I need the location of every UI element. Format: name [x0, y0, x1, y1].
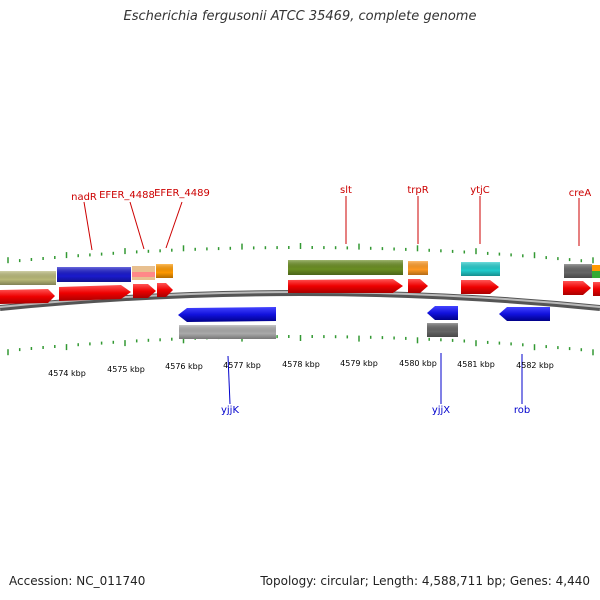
- cds-arrow: [133, 284, 156, 298]
- gene-label-trpr: trpR: [407, 185, 428, 196]
- forward-cds-features: [0, 279, 600, 304]
- cds-arrow: [427, 306, 458, 320]
- gene-label-slt: slt: [340, 185, 352, 196]
- gene-label-efer-4489: EFER_4489: [154, 188, 210, 199]
- gene-label-yjjx: yjjX: [432, 405, 450, 416]
- cds-arrow: [499, 307, 550, 321]
- map-title: Escherichia fergusonii ATCC 35469, compl…: [123, 9, 477, 24]
- gene-label-yjjk: yjjK: [221, 405, 239, 416]
- reverse-cds-features: [178, 306, 550, 322]
- genome-summary-text: Topology: circular; Length: 4,588,711 bp…: [260, 574, 590, 588]
- forward-cog-features: [0, 260, 600, 285]
- gene-label-nadr: nadR: [71, 192, 97, 203]
- gene-label-efer-4488: EFER_4488: [99, 190, 155, 201]
- ruler-label: 4577 kbp: [223, 361, 261, 370]
- cds-arrow: [408, 279, 428, 293]
- cds-arrow: [563, 281, 591, 295]
- outer-ruler-ticks: [7, 243, 594, 264]
- ruler-label: 4581 kbp: [457, 360, 495, 369]
- accession-text: Accession: NC_011740: [9, 574, 146, 588]
- ruler-label: 4576 kbp: [165, 362, 203, 371]
- gene-label-crea: creA: [569, 188, 592, 199]
- cds-arrow: [178, 307, 276, 322]
- cds-arrow: [59, 285, 131, 301]
- cds-arrow: [157, 283, 173, 297]
- gene-label-ytjc: ytjC: [470, 185, 490, 196]
- cog-feature: [132, 272, 155, 277]
- cds-arrow: [461, 280, 499, 294]
- ruler-label: 4580 kbp: [399, 359, 437, 368]
- inner-ruler-ticks: [7, 335, 594, 356]
- genome-backbone: [0, 290, 600, 311]
- ruler-label: 4574 kbp: [48, 369, 86, 378]
- reverse-cog-features: [179, 323, 458, 339]
- gene-label-rob: rob: [514, 405, 530, 416]
- ruler-label: 4578 kbp: [282, 360, 320, 369]
- cds-arrow: [593, 282, 600, 296]
- cds-arrow: [0, 289, 55, 304]
- reverse-label-leaders: [227, 353, 523, 405]
- ruler-label: 4575 kbp: [107, 365, 145, 374]
- ruler-label: 4579 kbp: [340, 359, 378, 368]
- cog-feature: [592, 265, 600, 271]
- ruler-label: 4582 kbp: [516, 361, 554, 370]
- cog-feature: [592, 271, 600, 278]
- forward-label-leaders: [83, 196, 580, 251]
- cds-arrow: [288, 279, 403, 293]
